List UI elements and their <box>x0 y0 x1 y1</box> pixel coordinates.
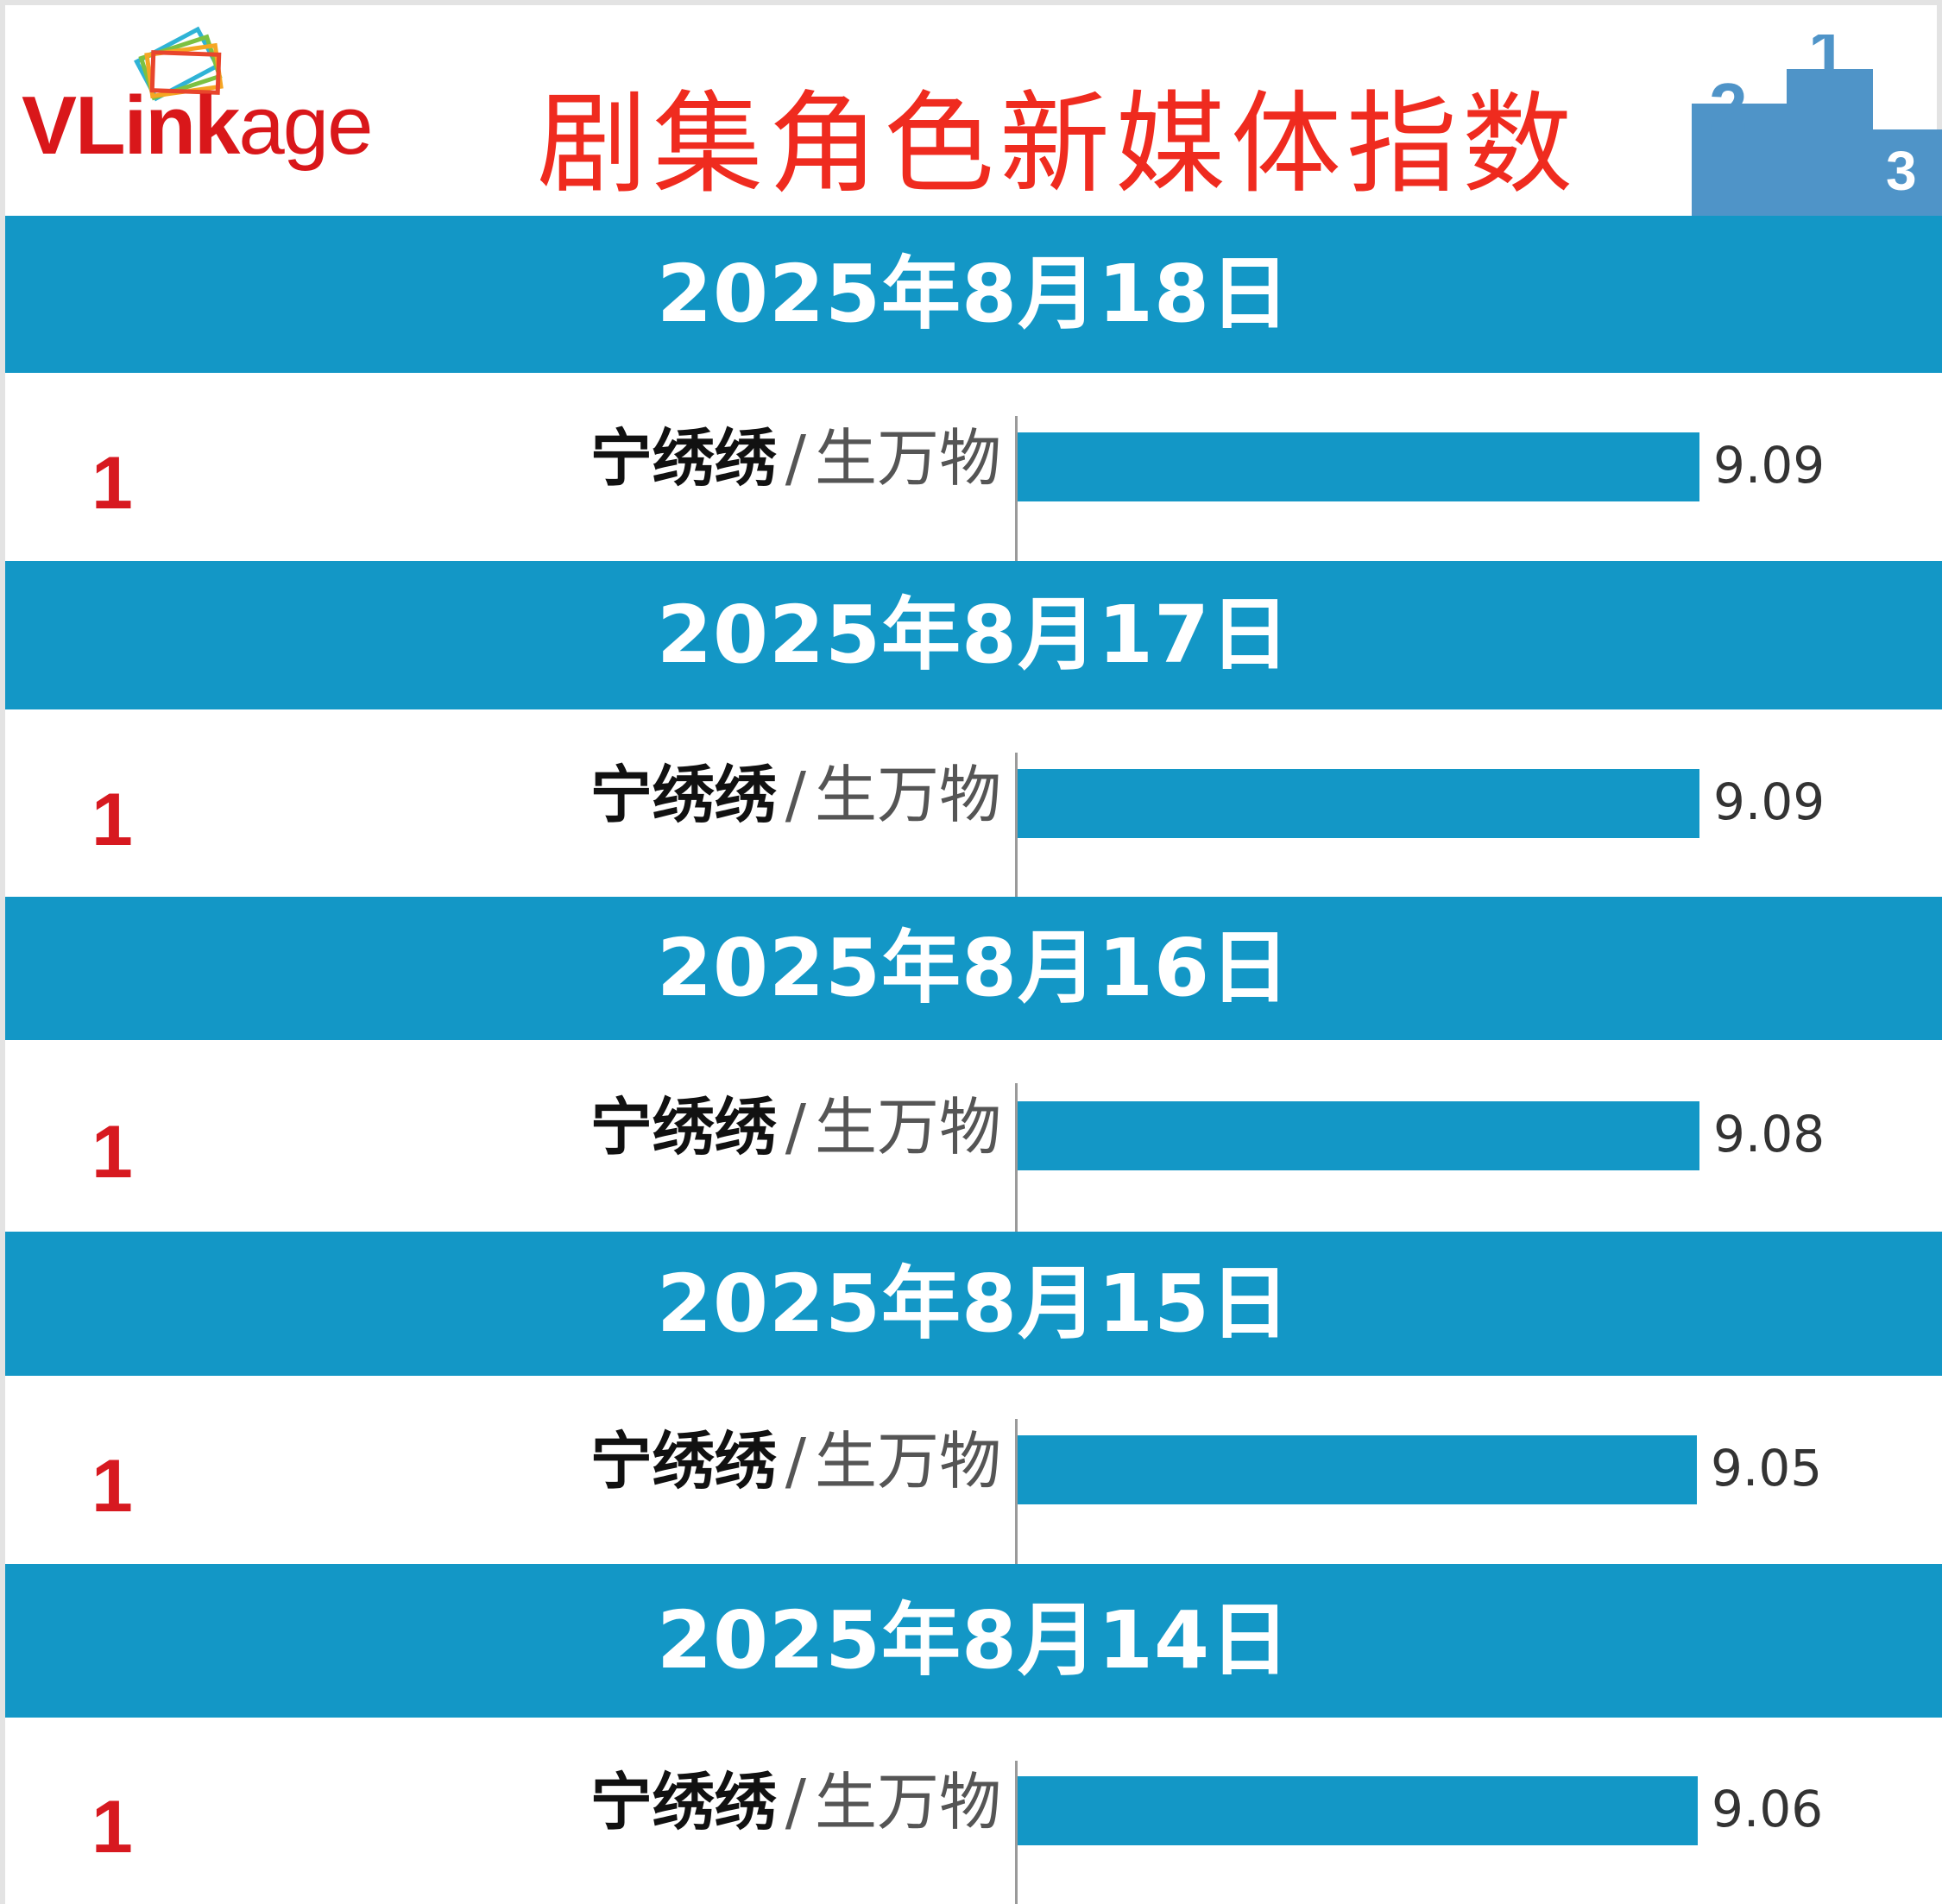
podium-label-2: 2 <box>1709 69 1748 146</box>
ranking-row: 1 宁绣绣 / 生万物 9.09 <box>5 709 1942 897</box>
logo-cards-icon <box>134 26 224 102</box>
label-separator: / <box>785 422 806 495</box>
character-name: 宁绣绣 <box>590 422 777 495</box>
drama-name: 生万物 <box>814 422 1001 495</box>
rank-number: 1 <box>91 1786 133 1869</box>
rank-number: 1 <box>91 1111 133 1194</box>
podium-icon: 2 1 3 <box>1692 35 1942 216</box>
label-separator: / <box>785 1766 806 1838</box>
character-name: 宁绣绣 <box>590 758 777 831</box>
bar-category-label: 宁绣绣 / 生万物 <box>590 764 1001 826</box>
rank-number: 1 <box>91 1445 133 1528</box>
label-separator: / <box>785 1091 806 1163</box>
value-bar <box>1018 432 1699 501</box>
rank-number: 1 <box>91 442 133 525</box>
header: VLinkage 剧集角色新媒体指数 2 1 3 <box>0 0 1942 216</box>
ranking-row: 1 宁绣绣 / 生万物 9.08 <box>5 1040 1942 1232</box>
bar-axis-line <box>1015 1419 1018 1564</box>
drama-name: 生万物 <box>814 1766 1001 1838</box>
date-section: 2025年8月16日 1 宁绣绣 / 生万物 9.08 <box>5 897 1942 1232</box>
bar-axis-line <box>1015 1083 1018 1232</box>
drama-name: 生万物 <box>814 758 1001 831</box>
date-section: 2025年8月17日 1 宁绣绣 / 生万物 9.09 <box>5 561 1942 897</box>
date-section: 2025年8月14日 1 宁绣绣 / 生万物 9.06 <box>5 1564 1942 1904</box>
date-header: 2025年8月18日 <box>5 216 1942 373</box>
bar-axis-line <box>1015 753 1018 897</box>
logo-word-secondary: age <box>238 79 373 172</box>
value-bar <box>1018 1435 1697 1504</box>
date-header: 2025年8月14日 <box>5 1564 1942 1718</box>
label-separator: / <box>785 1425 806 1497</box>
date-section: 2025年8月15日 1 宁绣绣 / 生万物 9.05 <box>5 1232 1942 1564</box>
drama-name: 生万物 <box>814 1091 1001 1163</box>
bar-category-label: 宁绣绣 / 生万物 <box>590 1430 1001 1492</box>
rank-number: 1 <box>91 778 133 861</box>
logo-wordmark: VLinkage <box>22 85 374 167</box>
bar-category-label: 宁绣绣 / 生万物 <box>590 1096 1001 1158</box>
logo-word-primary: VLink <box>22 79 240 172</box>
value-bar <box>1018 1776 1698 1845</box>
podium-label-3: 3 <box>1886 140 1917 202</box>
character-name: 宁绣绣 <box>590 1091 777 1163</box>
ranking-row: 1 宁绣绣 / 生万物 9.06 <box>5 1718 1942 1904</box>
ranking-row: 1 宁绣绣 / 生万物 9.09 <box>5 373 1942 561</box>
bar-value-label: 9.06 <box>1712 1780 1824 1838</box>
date-section: 2025年8月18日 1 宁绣绣 / 生万物 9.09 <box>5 216 1942 561</box>
bar-category-label: 宁绣绣 / 生万物 <box>590 427 1001 489</box>
value-bar <box>1018 768 1699 838</box>
date-header: 2025年8月17日 <box>5 561 1942 709</box>
character-name: 宁绣绣 <box>590 1766 777 1838</box>
bar-value-label: 9.05 <box>1711 1439 1823 1497</box>
vlinkage-logo: VLinkage <box>22 26 419 181</box>
bar-axis-line <box>1015 416 1018 561</box>
value-bar <box>1018 1101 1699 1170</box>
bar-axis-line <box>1015 1761 1018 1904</box>
bar-value-label: 9.09 <box>1713 772 1825 831</box>
date-header: 2025年8月15日 <box>5 1232 1942 1376</box>
drama-name: 生万物 <box>814 1425 1001 1497</box>
character-name: 宁绣绣 <box>590 1425 777 1497</box>
bar-value-label: 9.09 <box>1713 436 1825 495</box>
page-title: 剧集角色新媒体指数 <box>536 80 1578 209</box>
date-header: 2025年8月16日 <box>5 897 1942 1040</box>
bar-value-label: 9.08 <box>1713 1105 1825 1163</box>
ranking-row: 1 宁绣绣 / 生万物 9.05 <box>5 1376 1942 1564</box>
bar-category-label: 宁绣绣 / 生万物 <box>590 1771 1001 1833</box>
podium-label-1: 1 <box>1808 35 1847 92</box>
label-separator: / <box>785 758 806 831</box>
